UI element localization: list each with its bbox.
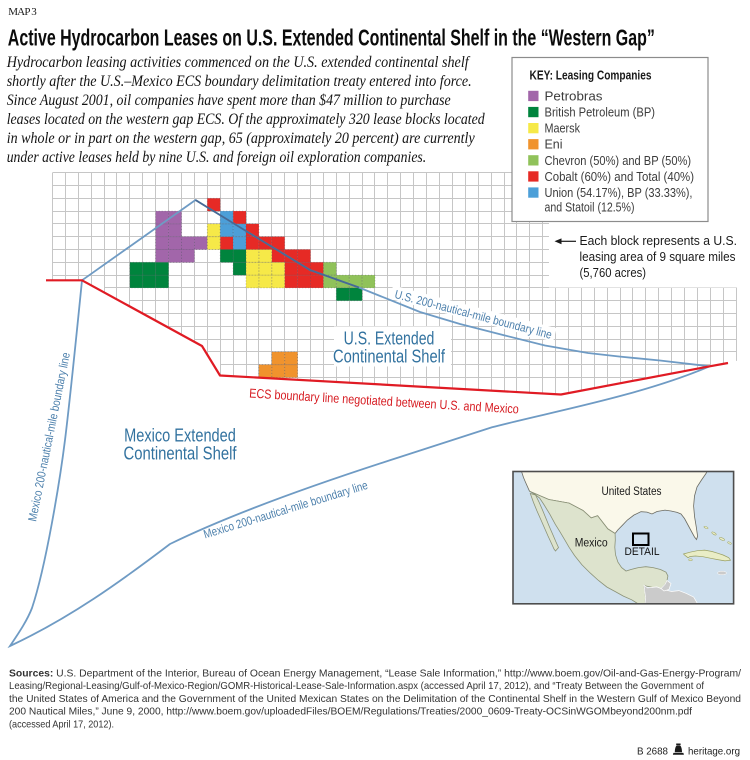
- svg-text:the United States of America a: the United States of America and the Gov…: [9, 694, 741, 705]
- svg-text:Since August 2001, oil compani: Since August 2001, oil companies have sp…: [7, 92, 451, 109]
- svg-text:under active leases held by ni: under active leases held by nine U.S. an…: [7, 149, 427, 166]
- svg-text:(5,760 acres): (5,760 acres): [580, 265, 647, 280]
- svg-text:British Petroleum (BP): British Petroleum (BP): [545, 105, 656, 120]
- svg-text:DETAIL: DETAIL: [625, 546, 660, 558]
- svg-text:Active Hydrocarbon Leases on U: Active Hydrocarbon Leases on U.S. Extend…: [8, 25, 655, 51]
- svg-text:Mexico Extended: Mexico Extended: [124, 425, 236, 445]
- svg-text:Maersk: Maersk: [545, 121, 581, 136]
- svg-text:Sources: U.S. Department of th: Sources: U.S. Department of the Interior…: [9, 669, 741, 680]
- svg-text:KEY: Leasing Companies: KEY: Leasing Companies: [530, 67, 652, 82]
- svg-text:and Statoil (12.5%): and Statoil (12.5%): [545, 199, 635, 214]
- svg-text:MAP 3: MAP 3: [8, 6, 37, 18]
- svg-text:in whole or in part on the wes: in whole or in part on the western gap, …: [7, 130, 475, 147]
- svg-text:heritage.org: heritage.org: [688, 746, 740, 758]
- svg-text:leasing area of 9 square miles: leasing area of 9 square miles: [580, 249, 736, 264]
- svg-text:Chevron (50%) and BP (50%): Chevron (50%) and BP (50%): [545, 153, 692, 168]
- svg-text:Union (54.17%), BP (33.33%),: Union (54.17%), BP (33.33%),: [545, 185, 693, 200]
- svg-text:leases located on the western: leases located on the western gap ECS. O…: [7, 111, 485, 128]
- svg-text:Leasing/Regional-Leasing/Gulf-: Leasing/Regional-Leasing/Gulf-of-Mexico-…: [9, 681, 704, 692]
- svg-text:B 2688: B 2688: [637, 746, 668, 758]
- svg-text:U.S. Extended: U.S. Extended: [344, 329, 435, 349]
- svg-text:Continental Shelf: Continental Shelf: [333, 346, 446, 366]
- svg-text:Eni: Eni: [545, 137, 563, 152]
- svg-text:Petrobras: Petrobras: [545, 88, 603, 103]
- svg-text:Mexico: Mexico: [575, 538, 608, 550]
- svg-text:Hydrocarbon leasing activities: Hydrocarbon leasing activities commenced…: [6, 54, 471, 71]
- svg-text:United States: United States: [602, 486, 662, 498]
- svg-text:shortly after the U.S.–Mexico: shortly after the U.S.–Mexico ECS bounda…: [7, 73, 472, 90]
- svg-text:200 Nautical Miles,” June 9, 2: 200 Nautical Miles,” June 9, 2000, http:…: [9, 707, 692, 718]
- svg-text:(accessed April 17, 2012).: (accessed April 17, 2012).: [9, 719, 114, 730]
- svg-text:Cobalt (60%) and Total (40%): Cobalt (60%) and Total (40%): [545, 169, 695, 184]
- svg-text:Each block represents a U.S.: Each block represents a U.S.: [580, 233, 738, 248]
- svg-text:Continental Shelf: Continental Shelf: [124, 444, 238, 464]
- svg-text:Mexico 200-nautical-mile bound: Mexico 200-nautical-mile boundary line: [202, 478, 370, 541]
